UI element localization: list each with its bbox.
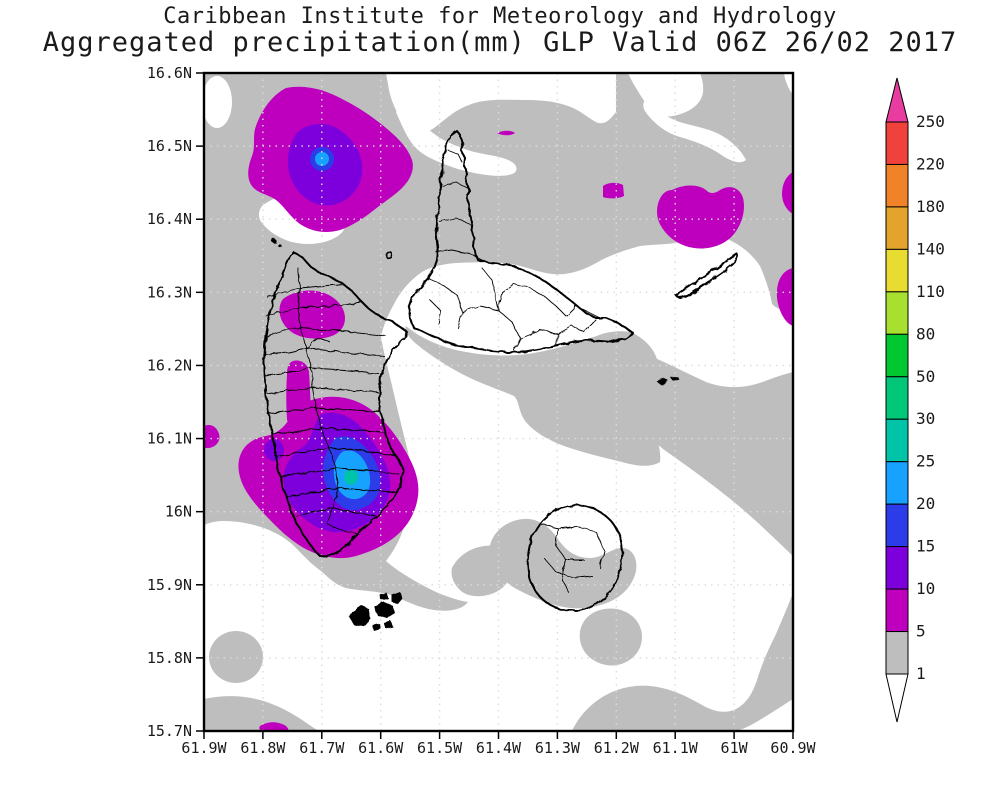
colorbar-value-label: 20 <box>916 494 935 513</box>
y-tick-label: 16.5N <box>147 137 192 155</box>
colorbar-segment <box>885 376 909 420</box>
colorbar-value-label: 5 <box>916 622 926 641</box>
dry-hole-ne-wedge <box>628 73 704 117</box>
colorbar-value-label: 10 <box>916 579 935 598</box>
la-desirade-island <box>674 252 739 299</box>
colorbar-value-label: 50 <box>916 367 935 386</box>
y-tick-label: 15.9N <box>147 576 192 594</box>
rain-area-gray-south-of-mg <box>579 608 642 666</box>
rain-blob-magenta-edge-e1 <box>782 172 793 214</box>
colorbar-segment <box>885 291 909 335</box>
rain-blob-magenta-ne <box>657 185 744 249</box>
rain-blob-magenta-bottom <box>259 722 289 731</box>
grande-terre-coastline <box>408 130 634 353</box>
islands-layer <box>263 130 739 631</box>
x-tick-label: 61.6W <box>358 739 404 757</box>
dry-hole-nw-corner <box>204 76 232 128</box>
colorbar-segment <box>885 461 909 505</box>
rain-core-teal-south <box>344 469 358 485</box>
rain-area-gray-se-diagonal <box>629 352 793 556</box>
colorbar-arrow-top <box>885 77 909 123</box>
latitude-axis: 16.6N 16.5N 16.4N 16.3N 16.2N 16.1N 16N 15.9N 15… <box>147 64 204 740</box>
precipitation-colorbar: 250 220 180 140 110 80 50 30 25 20 15 10 5 1 <box>885 77 945 723</box>
y-tick-label: 16.2N <box>147 356 192 374</box>
dry-hole-ne-band <box>643 100 746 163</box>
map-field <box>204 73 793 731</box>
x-tick-label: 61.7W <box>299 739 345 757</box>
grid-lines <box>204 73 793 731</box>
x-tick-label: 61.1W <box>653 739 699 757</box>
colorbar-value-label: 140 <box>916 239 945 258</box>
tete-a-anglais-islet <box>278 244 282 248</box>
colorbar-segment <box>885 503 909 548</box>
rain-blob-magenta-square-ne <box>603 182 624 199</box>
colorbar-value-label: 1 <box>916 664 926 683</box>
colorbar-segment <box>885 163 909 208</box>
rain-area-gray-west-of-mg <box>451 545 512 597</box>
rain-blob-magenta-north-basseterre <box>279 290 345 339</box>
page-title: Caribbean Institute for Meteorology and … <box>163 4 837 29</box>
page-subtitle: Aggregated precipitation(mm) GLP Valid 0… <box>42 27 958 58</box>
fajou-islet <box>384 251 393 260</box>
colorbar-segment <box>885 206 909 250</box>
y-tick-label: 16.3N <box>147 283 192 301</box>
colorbar-value-label: 110 <box>916 282 945 301</box>
dry-hole-tongue <box>396 104 517 176</box>
y-tick-label: 16.1N <box>147 430 192 448</box>
dry-hole-ne-corner <box>784 73 793 95</box>
colorbar-segment <box>885 248 909 293</box>
colorbar-value-label: 30 <box>916 409 935 428</box>
colorbar-segment <box>885 418 909 463</box>
colorbar-segment <box>885 121 909 165</box>
rain-blob-magenta-edge-w <box>204 424 220 448</box>
y-tick-label: 16.4N <box>147 210 192 228</box>
rain-area-gray-bottomright <box>572 593 793 731</box>
colorbar-value-label: 220 <box>916 154 945 173</box>
petite-terre-islets <box>656 376 679 385</box>
rain-blob-magenta-edge-e2 <box>776 268 793 326</box>
x-tick-label: 61.4W <box>476 739 522 757</box>
y-tick-label: 15.7N <box>147 722 192 740</box>
marie-galante-watershed-lines <box>539 523 605 595</box>
colorbar-segment <box>885 546 909 590</box>
colorbar-arrow-bottom <box>885 673 909 723</box>
x-tick-label: 61.8W <box>240 739 286 757</box>
marie-galante-coastline <box>526 504 624 613</box>
colorbar-value-label: 25 <box>916 452 935 471</box>
x-tick-label: 60.9W <box>770 739 816 757</box>
y-tick-label: 15.8N <box>147 649 192 667</box>
x-tick-label: 61W <box>721 739 749 757</box>
colorbar-value-label: 80 <box>916 324 935 343</box>
kahouanne-islet <box>271 238 277 244</box>
x-tick-label: 61.2W <box>594 739 640 757</box>
les-saintes-islets <box>349 592 403 631</box>
colorbar-value-label: 180 <box>916 197 945 216</box>
colorbar-segment <box>885 333 909 378</box>
x-tick-label: 61.3W <box>535 739 581 757</box>
basse-terre-watershed-lines <box>264 267 400 535</box>
x-tick-label: 61.9W <box>181 739 227 757</box>
y-tick-label: 16.6N <box>147 64 192 82</box>
basse-terre-coastline <box>263 251 408 558</box>
colorbar-segment <box>885 588 909 633</box>
rain-area-gray-mariegalante <box>490 518 637 609</box>
x-tick-label: 61.5W <box>417 739 463 757</box>
rain-area-gray-bottomleft <box>204 696 320 731</box>
rain-blob-magenta-sliver-n <box>497 130 515 136</box>
colorbar-value-label: 250 <box>916 112 945 131</box>
colorbar-segment <box>885 631 909 675</box>
colorbar-value-label: 15 <box>916 537 935 556</box>
grande-terre-watershed-lines <box>427 149 601 351</box>
rain-area-gray-blob-sw <box>209 631 263 683</box>
dry-hole-topcenter <box>386 73 616 134</box>
y-tick-label: 16N <box>165 503 192 521</box>
rain-area-gray-southband <box>405 326 661 466</box>
longitude-axis: 61.9W 61.8W 61.7W 61.6W 61.5W 61.4W 61.3W 61.2W… <box>181 731 817 757</box>
